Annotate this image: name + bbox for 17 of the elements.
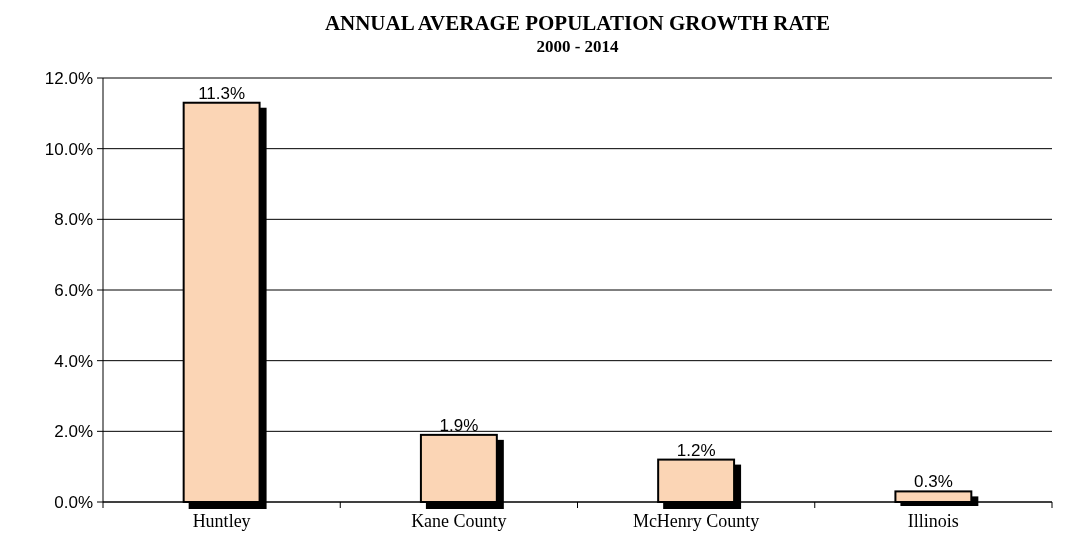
y-tick-label: 10.0%: [44, 139, 93, 159]
data-label: 1.2%: [676, 440, 716, 460]
data-label: 11.3%: [198, 83, 246, 103]
data-label: 1.9%: [439, 415, 479, 435]
y-tick-label: 2.0%: [54, 422, 93, 442]
x-tick-label: Kane County: [411, 511, 507, 531]
y-tick-label: 8.0%: [54, 210, 93, 230]
x-tick-label: Huntley: [192, 511, 251, 531]
y-tick-label: 4.0%: [54, 351, 93, 371]
x-tick-label: McHenry County: [632, 511, 760, 531]
chart-title: ANNUAL AVERAGE POPULATION GROWTH RATE: [324, 11, 831, 35]
y-tick-label: 12.0%: [44, 68, 93, 88]
x-tick-label: Illinois: [907, 511, 959, 531]
y-tick-label: 0.0%: [54, 492, 93, 512]
data-label: 0.3%: [914, 472, 953, 492]
y-tick-label: 6.0%: [54, 280, 93, 300]
chart-subtitle: 2000 - 2014: [536, 37, 620, 56]
